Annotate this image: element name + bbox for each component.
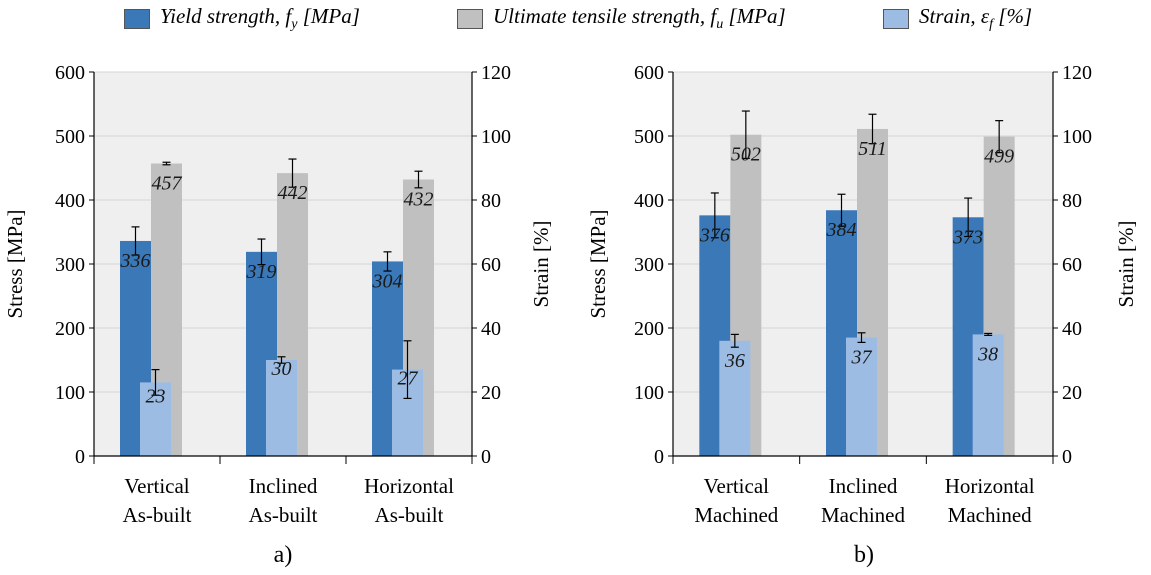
- x-category-label: Vertical: [704, 474, 769, 498]
- panel-label: b): [854, 542, 874, 568]
- y2-tick-label: 120: [481, 62, 511, 84]
- y2-tick-label: 60: [1062, 254, 1082, 276]
- y-axis-title: Stress [MPa]: [586, 209, 610, 318]
- legend-item-strain: Strain, εf [%]: [883, 4, 1033, 33]
- y2-tick-label: 100: [1062, 126, 1092, 148]
- bar-strain: [972, 334, 1004, 456]
- y2-tick-label: 0: [1062, 446, 1072, 468]
- y2-axis-title: Strain [%]: [1114, 221, 1138, 308]
- y-tick-label: 600: [55, 62, 85, 84]
- y-tick-label: 500: [55, 126, 85, 148]
- x-category-label: Machined: [821, 503, 905, 527]
- data-label-strain: 27: [398, 368, 419, 390]
- y2-tick-label: 60: [481, 254, 501, 276]
- data-label-uts: 499: [984, 146, 1014, 168]
- y2-tick-label: 80: [481, 190, 501, 212]
- legend-label-yield: Yield strength, fy [MPa]: [160, 4, 360, 33]
- bar-strain: [266, 360, 297, 456]
- x-category-label: As-built: [375, 503, 444, 527]
- data-label-strain: 30: [271, 358, 292, 380]
- y-tick-label: 0: [75, 446, 85, 468]
- data-label-uts: 432: [404, 189, 434, 211]
- y2-axis-title: Strain [%]: [529, 221, 553, 308]
- y2-tick-label: 120: [1062, 62, 1092, 84]
- legend-swatch-uts: [457, 9, 483, 29]
- y2-tick-label: 20: [481, 382, 501, 404]
- legend-item-yield-strength: Yield strength, fy [MPa]: [124, 4, 360, 33]
- data-label-uts: 442: [278, 182, 308, 204]
- y-tick-label: 400: [634, 190, 664, 212]
- y-tick-label: 200: [634, 318, 664, 340]
- x-category-label: As-built: [249, 503, 318, 527]
- chart-legend: Yield strength, fy [MPa] Ultimate tensil…: [0, 0, 1151, 40]
- y-tick-label: 300: [634, 254, 664, 276]
- bar-strain: [719, 340, 751, 456]
- data-label-strain: 37: [851, 347, 873, 369]
- x-category-label: Inclined: [249, 474, 318, 498]
- y-tick-label: 300: [55, 254, 85, 276]
- data-label-strain: 23: [146, 385, 166, 407]
- y2-tick-label: 20: [1062, 382, 1082, 404]
- y2-tick-label: 40: [481, 318, 501, 340]
- data-label-strain: 36: [724, 350, 745, 372]
- data-label-yield: 384: [826, 219, 857, 241]
- legend-swatch-yield: [124, 9, 150, 29]
- x-category-label: Machined: [694, 503, 778, 527]
- x-category-label: As-built: [123, 503, 192, 527]
- y-tick-label: 100: [55, 382, 85, 404]
- legend-item-ultimate-tensile-strength: Ultimate tensile strength, fu [MPa]: [457, 4, 786, 33]
- data-label-uts: 511: [858, 138, 887, 160]
- y-tick-label: 200: [55, 318, 85, 340]
- x-category-label: Horizontal: [364, 474, 454, 498]
- y2-tick-label: 40: [1062, 318, 1082, 340]
- legend-label-uts: Ultimate tensile strength, fu [MPa]: [493, 4, 786, 33]
- x-category-label: Vertical: [124, 474, 189, 498]
- data-label-yield: 319: [246, 261, 277, 283]
- data-label-strain: 38: [977, 343, 998, 365]
- legend-label-strain: Strain, εf [%]: [919, 4, 1033, 33]
- chart-panel-1: 0 100 200 300 400 500 600 0 20 40 60 80 100 120 336 319…: [3, 62, 553, 568]
- data-label-yield: 304: [372, 270, 403, 292]
- y-tick-label: 400: [55, 190, 85, 212]
- y-tick-label: 0: [654, 446, 664, 468]
- x-category-label: Machined: [948, 503, 1032, 527]
- data-label-yield: 376: [699, 224, 730, 246]
- bar-strain: [846, 337, 877, 456]
- x-category-label: Inclined: [829, 474, 898, 498]
- y-tick-label: 500: [634, 126, 664, 148]
- x-category-label: Horizontal: [945, 474, 1035, 498]
- y-axis-title: Stress [MPa]: [3, 209, 27, 318]
- panel-label: a): [274, 542, 293, 568]
- y2-tick-label: 100: [481, 126, 511, 148]
- data-label-yield: 373: [952, 226, 983, 248]
- data-label-uts: 457: [152, 173, 183, 195]
- y2-tick-label: 80: [1062, 190, 1082, 212]
- y-tick-label: 100: [634, 382, 664, 404]
- y-tick-label: 600: [634, 62, 664, 84]
- data-label-yield: 336: [120, 250, 151, 272]
- y2-tick-label: 0: [481, 446, 491, 468]
- data-label-uts: 502: [731, 144, 761, 166]
- legend-swatch-strain: [883, 9, 909, 29]
